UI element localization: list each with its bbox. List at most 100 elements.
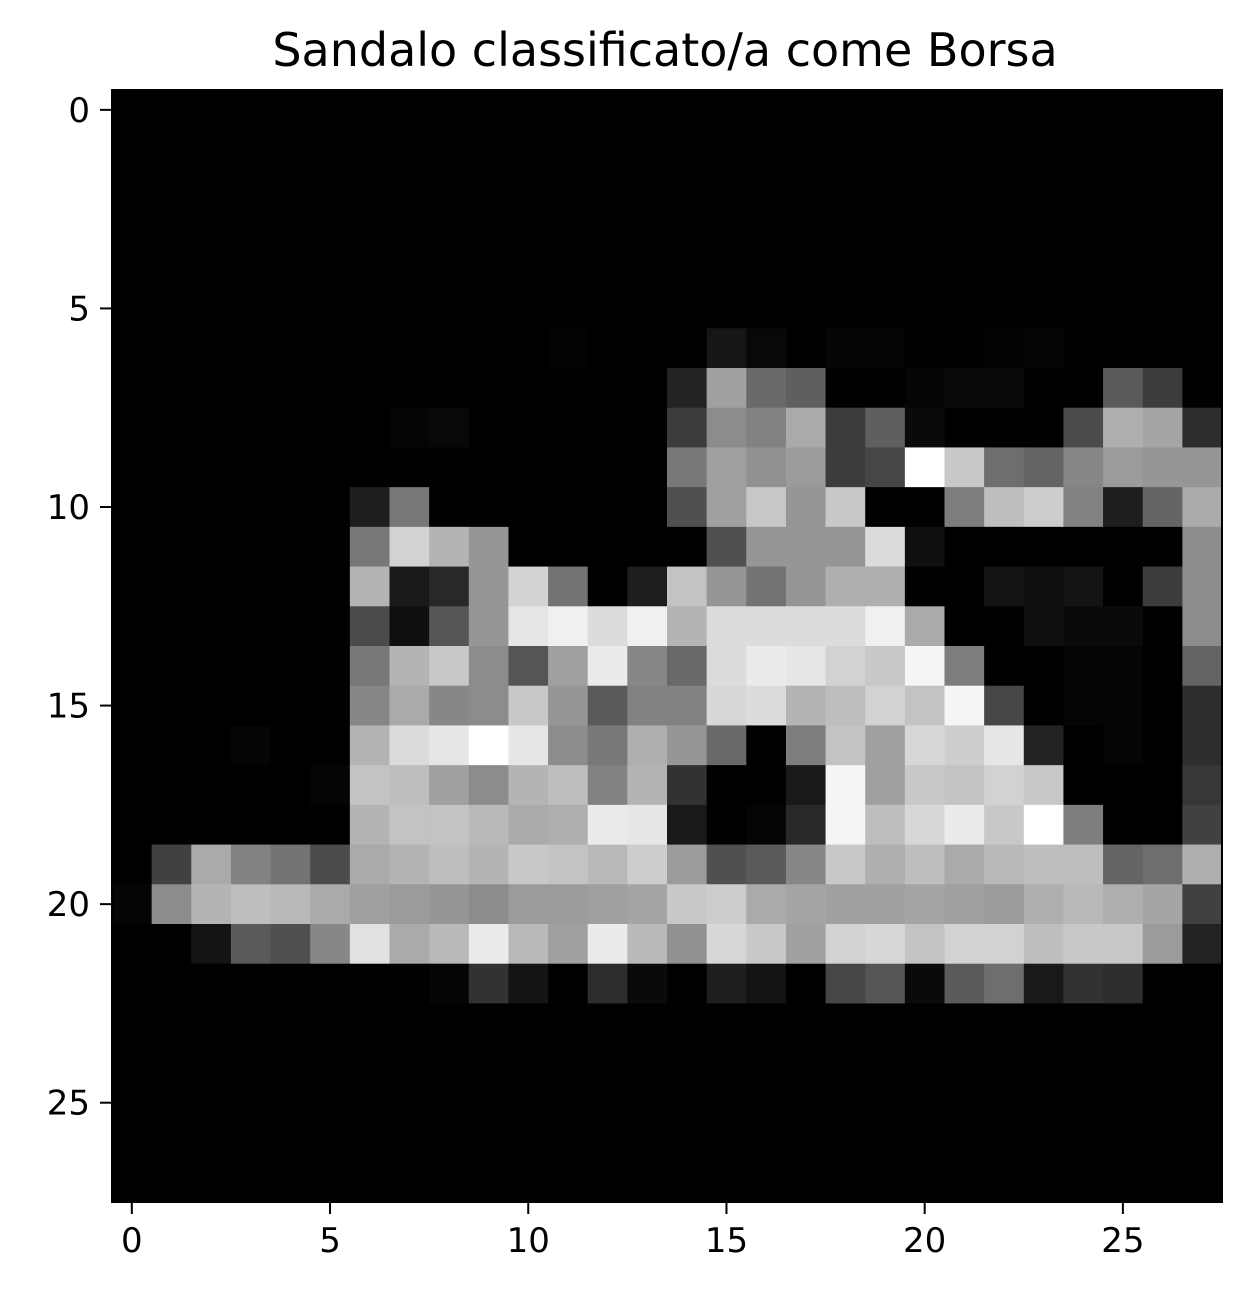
pixel-cell-r6-c3 [230, 328, 272, 369]
pixel-cell-r23-c13 [627, 1003, 668, 1044]
pixel-cell-r27-c23 [1023, 1162, 1065, 1203]
x-tick-label-25: 25 [1101, 1221, 1144, 1261]
pixel-cell-r22-c9 [468, 963, 510, 1005]
pixel-cell-r26-c22 [984, 1122, 1025, 1163]
pixel-cell-r24-c1 [151, 1043, 192, 1084]
pixel-cell-r23-c21 [944, 1003, 985, 1044]
pixel-cell-r20-c5 [310, 884, 351, 925]
pixel-cell-r19-c21 [944, 844, 985, 885]
pixel-cell-r1-c4 [270, 129, 311, 171]
pixel-cell-r5-c25 [1103, 288, 1144, 329]
pixel-cell-r4-c23 [1023, 248, 1065, 290]
pixel-cell-r15-c3 [230, 685, 272, 727]
pixel-cell-r12-c2 [191, 566, 232, 607]
pixel-cell-r20-c27 [1182, 884, 1223, 925]
pixel-cell-r7-c18 [825, 368, 866, 409]
pixel-cell-r5-c14 [667, 288, 708, 329]
plot-frame [111, 89, 1223, 1203]
pixel-cell-r15-c8 [429, 685, 470, 727]
pixel-cell-r6-c18 [825, 328, 866, 369]
pixel-cell-r19-c13 [627, 844, 668, 885]
pixel-cell-r21-c18 [825, 924, 866, 965]
pixel-cell-r11-c4 [270, 526, 311, 568]
pixel-cell-r7-c1 [151, 368, 192, 409]
pixel-cell-r15-c14 [667, 685, 708, 727]
pixel-cell-r1-c10 [508, 129, 549, 171]
pixel-cell-r7-c16 [746, 368, 787, 409]
pixel-cell-r24-c20 [904, 1043, 946, 1084]
x-tick-label-10: 10 [507, 1221, 550, 1261]
pixel-cell-r3-c0 [112, 209, 153, 250]
pixel-cell-r18-c24 [1063, 804, 1104, 846]
pixel-cell-r21-c4 [270, 924, 311, 965]
pixel-cell-r23-c23 [1023, 1003, 1065, 1044]
pixel-cell-r24-c12 [587, 1043, 628, 1084]
pixel-cell-r25-c11 [548, 1082, 589, 1124]
pixel-cell-r5-c23 [1023, 288, 1065, 329]
pixel-cell-r14-c17 [785, 646, 827, 687]
pixel-cell-r7-c2 [191, 368, 232, 409]
pixel-cell-r13-c10 [508, 606, 549, 647]
pixel-cell-r7-c5 [310, 368, 351, 409]
pixel-cell-r4-c10 [508, 248, 549, 290]
pixel-cell-r22-c10 [508, 963, 549, 1005]
pixel-cell-r13-c18 [825, 606, 866, 647]
pixel-cell-r14-c4 [270, 646, 311, 687]
pixel-cell-r18-c7 [389, 804, 430, 846]
pixel-cell-r26-c12 [587, 1122, 628, 1163]
pixel-cell-r14-c6 [349, 646, 391, 687]
pixel-cell-r9-c1 [151, 447, 192, 488]
pixel-cell-r27-c15 [706, 1162, 747, 1203]
pixel-cell-r15-c2 [191, 685, 232, 727]
pixel-cell-r7-c20 [904, 368, 946, 409]
pixel-cell-r7-c17 [785, 368, 827, 409]
pixel-cell-r12-c14 [667, 566, 708, 607]
pixel-cell-r20-c23 [1023, 884, 1065, 925]
pixel-cell-r18-c25 [1103, 804, 1144, 846]
pixel-cell-r19-c9 [468, 844, 510, 885]
pixel-cell-r24-c14 [667, 1043, 708, 1084]
pixel-cell-r18-c19 [865, 804, 906, 846]
pixel-cell-r13-c12 [587, 606, 628, 647]
pixel-cell-r5-c5 [310, 288, 351, 329]
pixel-cell-r24-c9 [468, 1043, 510, 1084]
pixel-cell-r5-c2 [191, 288, 232, 329]
pixel-cell-r10-c11 [548, 487, 589, 528]
pixel-cell-r25-c14 [667, 1082, 708, 1124]
pixel-cell-r20-c17 [785, 884, 827, 925]
pixel-cell-r14-c5 [310, 646, 351, 687]
pixel-cell-r2-c23 [1023, 169, 1065, 210]
pixel-cell-r3-c3 [230, 209, 272, 250]
pixel-cell-r2-c25 [1103, 169, 1144, 210]
pixel-cell-r23-c24 [1063, 1003, 1104, 1044]
pixel-cell-r23-c16 [746, 1003, 787, 1044]
pixel-cell-r18-c15 [706, 804, 747, 846]
pixel-cell-r0-c25 [1103, 90, 1144, 131]
pixel-cell-r0-c3 [230, 90, 272, 131]
pixel-cell-r23-c5 [310, 1003, 351, 1044]
pixel-cell-r12-c21 [944, 566, 985, 607]
pixel-cell-r17-c14 [667, 765, 708, 806]
pixel-cell-r7-c4 [270, 368, 311, 409]
pixel-cell-r1-c16 [746, 129, 787, 171]
pixel-cell-r2-c7 [389, 169, 430, 210]
pixel-cell-r9-c21 [944, 447, 985, 488]
pixel-cell-r20-c10 [508, 884, 549, 925]
pixel-cell-r10-c5 [310, 487, 351, 528]
pixel-cell-r24-c26 [1142, 1043, 1183, 1084]
pixel-cell-r6-c5 [310, 328, 351, 369]
pixel-cell-r21-c24 [1063, 924, 1104, 965]
pixel-cell-r3-c14 [667, 209, 708, 250]
pixel-cell-r27-c0 [112, 1162, 153, 1203]
pixel-cell-r5-c8 [429, 288, 470, 329]
pixel-cell-r18-c20 [904, 804, 946, 846]
pixel-cell-r14-c25 [1103, 646, 1144, 687]
pixel-cell-r1-c3 [230, 129, 272, 171]
pixel-cell-r7-c13 [627, 368, 668, 409]
pixel-cell-r6-c4 [270, 328, 311, 369]
pixel-cell-r27-c6 [349, 1162, 391, 1203]
pixel-cell-r17-c23 [1023, 765, 1065, 806]
pixel-cell-r4-c18 [825, 248, 866, 290]
pixel-cell-r23-c7 [389, 1003, 430, 1044]
